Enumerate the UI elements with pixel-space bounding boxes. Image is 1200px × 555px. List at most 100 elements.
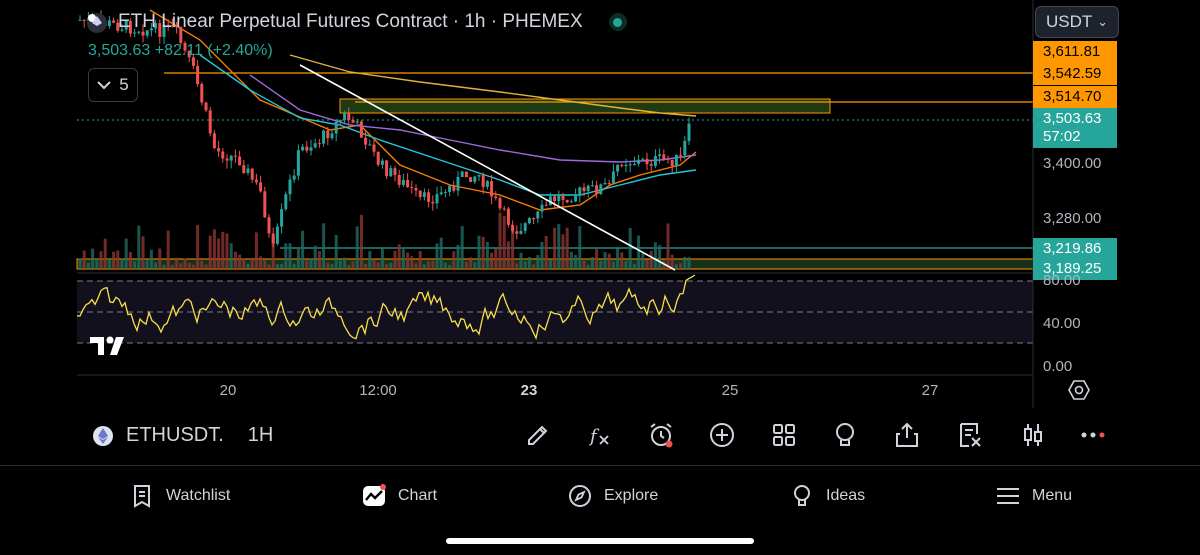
candle-body: [506, 208, 510, 225]
volume-bar: [204, 264, 208, 269]
bulb-icon: [794, 485, 810, 506]
time-axis-label: 20: [219, 382, 237, 399]
nav-label: Ideas: [826, 487, 866, 504]
volume-bar: [368, 250, 372, 269]
candle-body: [284, 194, 288, 210]
volume-bar: [498, 212, 502, 269]
indicator-toggle[interactable]: 5: [88, 68, 138, 102]
nav-watchlist[interactable]: Watchlist: [130, 484, 230, 508]
candle-body: [313, 143, 317, 148]
rsi-indicator: [76, 274, 696, 340]
volume-bar: [196, 224, 200, 269]
candle-body: [607, 183, 611, 185]
candle-body: [317, 143, 321, 145]
candle-body: [137, 31, 141, 33]
volume-bar: [301, 230, 305, 269]
candle-body: [259, 182, 263, 192]
candle-body: [401, 179, 405, 185]
ma-line: [199, 54, 697, 196]
candles-icon[interactable]: [1018, 420, 1048, 450]
candle-body: [389, 168, 393, 177]
candle-body: [275, 226, 279, 244]
nav-explore[interactable]: Explore: [568, 484, 658, 508]
more-icon[interactable]: [1078, 420, 1108, 450]
volume-bar: [439, 237, 443, 269]
currency-select[interactable]: USDT ⌄: [1035, 6, 1119, 38]
brush-icon[interactable]: [523, 420, 553, 450]
candle-body: [116, 22, 120, 31]
volume-bar: [179, 263, 183, 269]
volume-bar: [376, 262, 380, 269]
volume-bar: [511, 228, 515, 269]
volume-bar: [406, 252, 410, 269]
price-axis-label: 3,280.00: [1043, 210, 1102, 227]
candle-body: [448, 185, 452, 192]
price-axis-tag: 57:02: [1033, 126, 1117, 148]
volume-bar: [305, 260, 309, 269]
volume-bar: [452, 251, 456, 269]
volume-bar: [141, 236, 145, 269]
plus-circle-icon[interactable]: [707, 420, 737, 450]
candle-body: [225, 158, 229, 161]
candle-body: [233, 155, 237, 157]
volume-bar: [536, 254, 540, 269]
volume-bar: [334, 234, 338, 269]
lightbulb-icon[interactable]: [830, 420, 860, 450]
watchlist-icon: [134, 485, 150, 508]
symbol-selector[interactable]: ETHUSDT. 1H: [92, 424, 273, 447]
nav-chart[interactable]: Chart: [362, 484, 437, 508]
chart-header: ETH Linear Perpetual Futures Contract · …: [88, 10, 627, 34]
volume-bar: [410, 256, 414, 269]
tradingview-logo-icon: [90, 336, 124, 355]
candle-body: [271, 233, 275, 244]
candle-body: [418, 190, 422, 197]
volume-bar: [649, 250, 653, 269]
volume-bar: [95, 257, 99, 269]
volume-bar: [418, 251, 422, 269]
volume-bar: [666, 223, 670, 269]
fx-icon[interactable]: f: [585, 420, 615, 450]
chart-title[interactable]: ETH Linear Perpetual Futures Contract · …: [118, 11, 583, 32]
candle-body: [191, 57, 195, 66]
candle-body: [351, 120, 355, 123]
nav-ideas[interactable]: Ideas: [790, 484, 865, 508]
settings-icon[interactable]: [1068, 379, 1090, 401]
volume-bar: [603, 252, 607, 269]
share-icon[interactable]: [892, 420, 922, 450]
volume-bar: [191, 264, 195, 269]
alarm-icon[interactable]: [646, 420, 676, 450]
volume-bar: [372, 259, 376, 269]
grid-icon[interactable]: [769, 420, 799, 450]
volume-bar: [309, 258, 313, 269]
volume-bar: [187, 262, 191, 269]
candle-body: [422, 192, 426, 197]
market-open-indicator: [608, 13, 627, 31]
candle-body: [473, 176, 477, 182]
chart-canvas[interactable]: [0, 0, 1200, 410]
currency-value: USDT: [1046, 12, 1093, 31]
trend-line[interactable]: [299, 64, 676, 271]
clear-drawings-icon[interactable]: [955, 420, 985, 450]
volume-bar: [322, 223, 326, 269]
candle-body: [561, 195, 565, 200]
volume-bar: [284, 243, 288, 269]
candle-body: [154, 23, 158, 29]
volume-bar: [523, 261, 527, 269]
candle-body: [624, 164, 628, 167]
candle-body: [511, 224, 515, 232]
candle-body: [267, 217, 271, 234]
candle-body: [502, 208, 506, 210]
volume-bar: [313, 245, 317, 269]
volume-bar: [86, 262, 90, 269]
candle-body: [250, 168, 254, 180]
nav-menu[interactable]: Menu: [996, 484, 1072, 508]
volume-bar: [317, 250, 321, 269]
volume-bar: [355, 226, 359, 269]
volume-bar: [124, 238, 128, 269]
candle-body: [616, 164, 620, 172]
candle-body: [469, 177, 473, 182]
volume-bar: [208, 235, 212, 269]
timeframe-button[interactable]: 1H: [247, 424, 274, 446]
volume-bar: [267, 264, 271, 269]
volume-bar: [212, 229, 216, 269]
